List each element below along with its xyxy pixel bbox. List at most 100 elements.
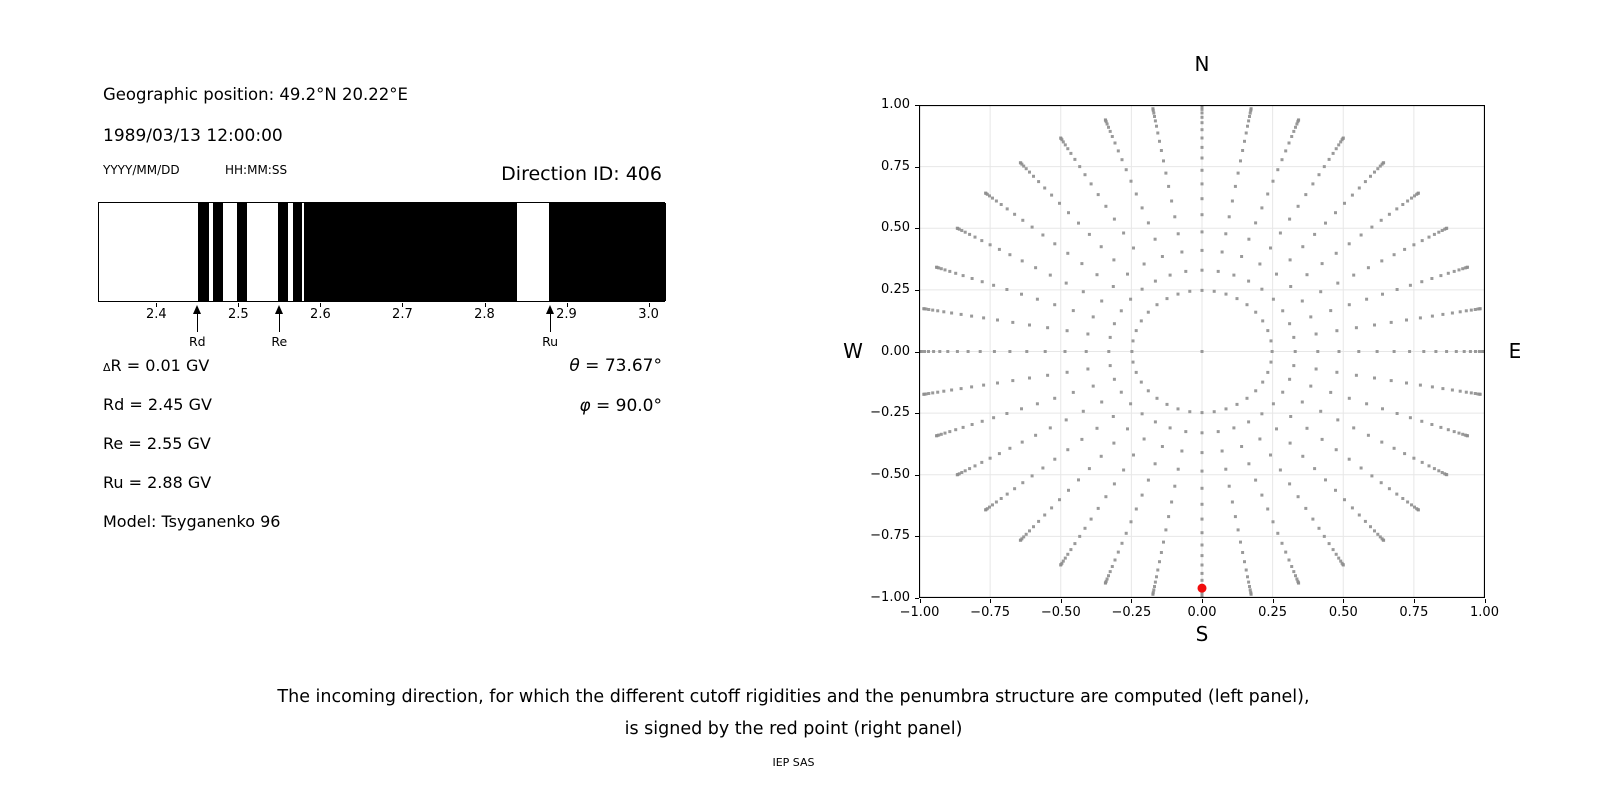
direction-dot <box>1240 445 1244 448</box>
direction-dot <box>1468 350 1472 353</box>
direction-dot <box>1378 164 1382 168</box>
direction-dot <box>1212 289 1216 293</box>
rd-arrow-icon <box>193 305 202 314</box>
direction-dot <box>932 350 936 353</box>
direction-dot <box>1464 309 1468 313</box>
direction-dot <box>1275 427 1278 431</box>
direction-dot <box>1343 498 1346 502</box>
direction-dot <box>1254 478 1258 482</box>
direction-dot <box>1063 350 1067 353</box>
direction-dot <box>1422 350 1426 353</box>
penumbra-tick <box>566 303 568 307</box>
direction-dot <box>1122 468 1126 472</box>
direction-dot <box>1069 151 1073 155</box>
direction-dot <box>1064 418 1068 422</box>
direction-dot <box>1028 376 1031 380</box>
direction-dot <box>1271 179 1275 183</box>
direction-dot <box>1288 322 1292 326</box>
direction-dot <box>1339 140 1343 144</box>
direction-dot <box>1439 425 1443 429</box>
direction-dot <box>1021 218 1025 222</box>
direction-dot <box>1373 323 1376 327</box>
direction-dot <box>1376 167 1380 171</box>
direction-dot <box>1159 149 1163 152</box>
penumbra-band <box>292 203 302 301</box>
direction-dot <box>1410 196 1413 200</box>
direction-dot <box>1129 520 1133 524</box>
direction-dot <box>1352 426 1356 430</box>
direction-dot <box>924 307 928 311</box>
direction-dot <box>1430 277 1434 280</box>
direction-dot <box>1469 308 1473 312</box>
y-tick <box>915 474 919 476</box>
direction-dot <box>1266 192 1270 196</box>
direction-dot <box>1224 407 1228 411</box>
direction-dot <box>1288 441 1292 445</box>
direction-dot <box>1035 297 1039 301</box>
direction-dot <box>1066 448 1070 452</box>
direction-dot <box>1373 170 1376 174</box>
y-tick <box>915 166 919 168</box>
direction-dot <box>1035 402 1039 406</box>
direction-dot <box>927 392 931 395</box>
direction-dot <box>1188 410 1192 414</box>
direction-dot <box>1387 487 1391 491</box>
direction-dot <box>1276 531 1280 535</box>
direction-dot <box>1232 426 1236 430</box>
direction-dot <box>1335 329 1339 333</box>
phi-text: = 90.0° <box>590 396 662 416</box>
direction-dot <box>1406 500 1410 504</box>
direction-dot <box>992 416 996 420</box>
direction-dot <box>1099 454 1103 458</box>
direction-dot <box>1200 517 1204 521</box>
direction-dot <box>1359 466 1363 470</box>
direction-dot <box>1046 326 1050 330</box>
direction-dot <box>1200 156 1204 160</box>
direction-dot <box>1369 525 1372 529</box>
direction-dot <box>1420 419 1424 423</box>
rd-arrow-label: Rd <box>188 334 206 349</box>
direction-dot <box>1324 221 1327 225</box>
direction-dot <box>1381 407 1384 411</box>
direction-dot <box>1244 568 1248 572</box>
direction-dot <box>1420 280 1424 284</box>
direction-dot <box>1304 193 1308 197</box>
direction-dot <box>1457 268 1461 272</box>
direction-dot <box>1021 481 1025 485</box>
direction-dot <box>936 309 940 313</box>
direction-dot <box>1427 464 1431 468</box>
direction-dot <box>1142 437 1146 441</box>
direction-dot <box>1288 217 1292 221</box>
caption-line-1: The incoming direction, for which the di… <box>277 687 1310 707</box>
direction-dot <box>1153 237 1157 241</box>
direction-dot <box>1261 319 1265 323</box>
direction-dot <box>1067 211 1070 215</box>
direction-dot <box>1008 446 1012 450</box>
direction-dot <box>1357 350 1361 353</box>
direction-dot <box>950 388 954 392</box>
direction-dot <box>1462 350 1466 353</box>
direction-dot <box>1329 309 1333 313</box>
direction-dot <box>931 308 935 312</box>
direction-dot <box>1434 350 1438 353</box>
direction-dot <box>1089 517 1093 521</box>
direction-dot <box>1005 492 1009 496</box>
direction-dot <box>1269 246 1272 250</box>
x-tick <box>1131 599 1133 603</box>
direction-dot <box>1341 136 1345 140</box>
direction-dot <box>1408 416 1412 420</box>
direction-dot <box>955 473 959 477</box>
direction-dot <box>968 467 972 471</box>
direction-dot <box>1445 473 1449 477</box>
direction-dot <box>1420 239 1424 243</box>
direction-dot <box>1188 289 1192 293</box>
direction-dot <box>1046 373 1050 377</box>
direction-dot <box>1025 350 1029 353</box>
direction-dot <box>1200 128 1204 132</box>
direction-dot <box>1297 581 1301 585</box>
direction-dot <box>1103 581 1107 585</box>
direction-dot <box>1266 507 1270 511</box>
direction-dot <box>1403 452 1407 456</box>
direction-dot <box>980 460 984 464</box>
direction-dot <box>1096 193 1100 197</box>
